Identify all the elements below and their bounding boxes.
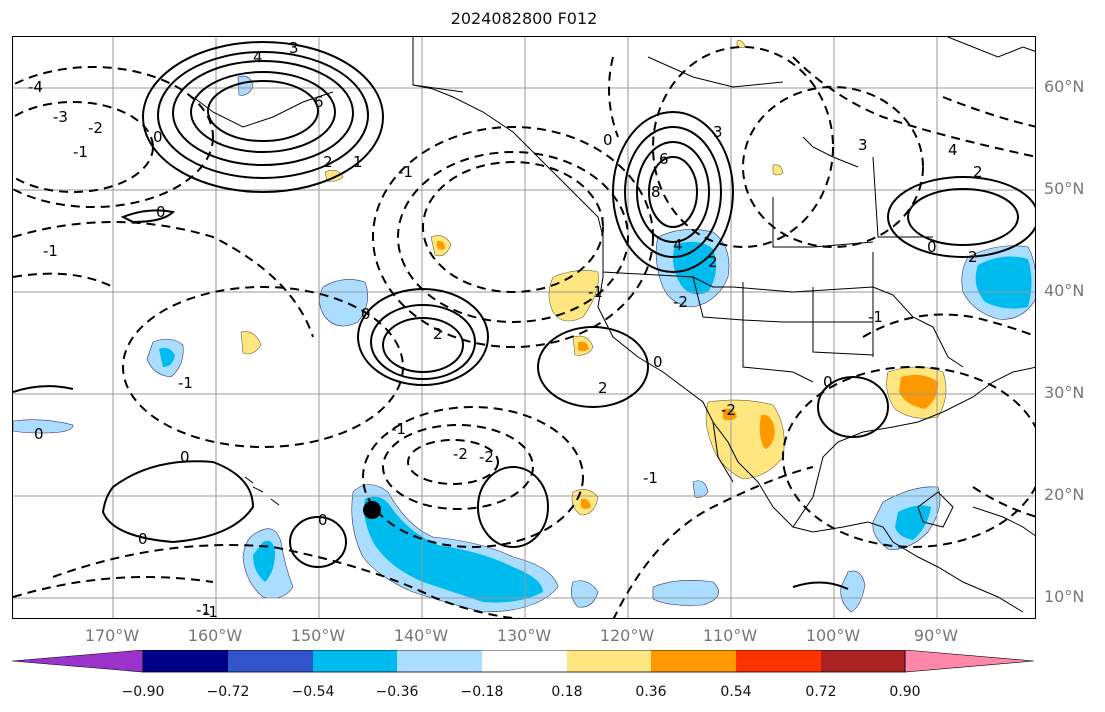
positive-shading [240, 40, 947, 516]
colorbar-segment [482, 650, 567, 672]
contour-label: -1 [43, 242, 58, 260]
contour-label: -1 [73, 143, 88, 161]
lon-label: 140°W [393, 626, 449, 645]
storm-marker [363, 501, 381, 519]
contour-label: -2 [479, 448, 494, 466]
contour-label: 2 [598, 379, 608, 397]
colorbar-tick-label: −0.18 [460, 684, 504, 700]
contour-label: 2 [968, 248, 978, 266]
contour-label: -1 [391, 420, 406, 438]
contour-label: 3 [713, 123, 723, 141]
contour-label: 0 [318, 511, 328, 529]
colorbar-segment [397, 650, 482, 672]
lon-label: 90°W [913, 626, 959, 645]
colorbar-tick-label: −0.54 [291, 684, 335, 700]
lat-label: 40°N [1044, 281, 1085, 300]
colorbar-tick-label: −0.72 [206, 684, 250, 700]
contour-label: 3 [858, 136, 868, 154]
colorbar-segment [567, 650, 651, 672]
lon-label: 170°W [84, 626, 140, 645]
contour-label: 0 [653, 353, 663, 371]
colorbar-tick-label: 0.90 [889, 684, 921, 700]
coastlines [192, 37, 1035, 613]
contour-label: -1 [643, 469, 658, 487]
map-title: 2024082800 F012 [450, 9, 598, 28]
contour-label: 2 [708, 253, 718, 271]
colorbar-tick-label: 0.18 [551, 684, 583, 700]
dashed-contours [13, 46, 1035, 618]
contour-label: 1 [353, 153, 363, 171]
contour-label: -4 [28, 78, 43, 96]
lat-label: 20°N [1044, 485, 1085, 504]
contour-labels: 4 3 6 2 1 -1 -2 0 -3 -4 6 8 4 3 2 0 -1 2… [28, 39, 983, 619]
contour-label: 0 [156, 203, 166, 221]
map-canvas: 4 3 6 2 1 -1 -2 0 -3 -4 6 8 4 3 2 0 -1 2… [13, 37, 1035, 619]
contour-label: 8 [651, 183, 661, 201]
map-panel: 4 3 6 2 1 -1 -2 0 -3 -4 6 8 4 3 2 0 -1 2… [12, 36, 1036, 619]
lon-label: 130°W [496, 626, 552, 645]
colorbar [12, 650, 1035, 673]
lat-label: 50°N [1044, 179, 1085, 198]
colorbar-segment [313, 650, 397, 672]
contour-label: 0 [823, 373, 833, 391]
colorbar-segment [143, 650, 228, 672]
negative-shading [13, 75, 1035, 613]
colorbar-segment [651, 650, 736, 672]
lon-label: 150°W [290, 626, 346, 645]
contour-label: 0 [153, 128, 163, 146]
colorbar-min-extend [12, 650, 144, 673]
lon-label: 160°W [187, 626, 243, 645]
colorbar-tick-label: −0.36 [375, 684, 419, 700]
contour-label: -1 [178, 374, 193, 392]
colorbar-tick-label: 0.72 [805, 684, 837, 700]
contour-label: -2 [453, 445, 468, 463]
colorbar-segment [228, 650, 313, 672]
lat-label: 10°N [1044, 587, 1085, 606]
contour-label: 0 [603, 131, 613, 149]
contour-label: 0 [34, 425, 44, 443]
contour-label: -1 [196, 601, 211, 619]
contour-label: 3 [289, 39, 299, 57]
contour-label: 0 [361, 305, 371, 323]
colorbar-max-extend [904, 650, 1035, 673]
contour-label: 4 [253, 48, 263, 66]
colorbar-tick-label: −0.90 [121, 684, 165, 700]
lon-label: 110°W [702, 626, 758, 645]
contour-label: 0 [138, 530, 148, 548]
colorbar-tick-label: 0.54 [720, 684, 752, 700]
contour-label: -2 [88, 119, 103, 137]
contour-label: -1 [398, 163, 413, 181]
contour-label: -1 [203, 603, 218, 619]
colorbar-segment [821, 650, 905, 672]
contour-label: -1 [588, 283, 603, 301]
lon-label: 100°W [805, 626, 861, 645]
contour-label: 6 [659, 150, 669, 168]
colorbar-segment [736, 650, 821, 672]
contour-label: 2 [973, 163, 983, 181]
contour-label: -3 [53, 108, 68, 126]
contour-label: 4 [948, 141, 958, 159]
contour-label: -2 [673, 293, 688, 311]
contour-label: 2 [323, 153, 333, 171]
contour-label: 0 [180, 448, 190, 466]
contour-label: 6 [314, 93, 324, 111]
contour-label: 4 [673, 236, 683, 254]
colorbar-tick-label: 0.36 [635, 684, 667, 700]
lat-label: 60°N [1044, 77, 1085, 96]
lat-label: 30°N [1044, 383, 1085, 402]
lon-label: 120°W [599, 626, 655, 645]
contour-label: 2 [433, 325, 443, 343]
contour-label: -1 [868, 308, 883, 326]
contour-label: 0 [927, 238, 937, 256]
contour-label: -2 [721, 401, 736, 419]
